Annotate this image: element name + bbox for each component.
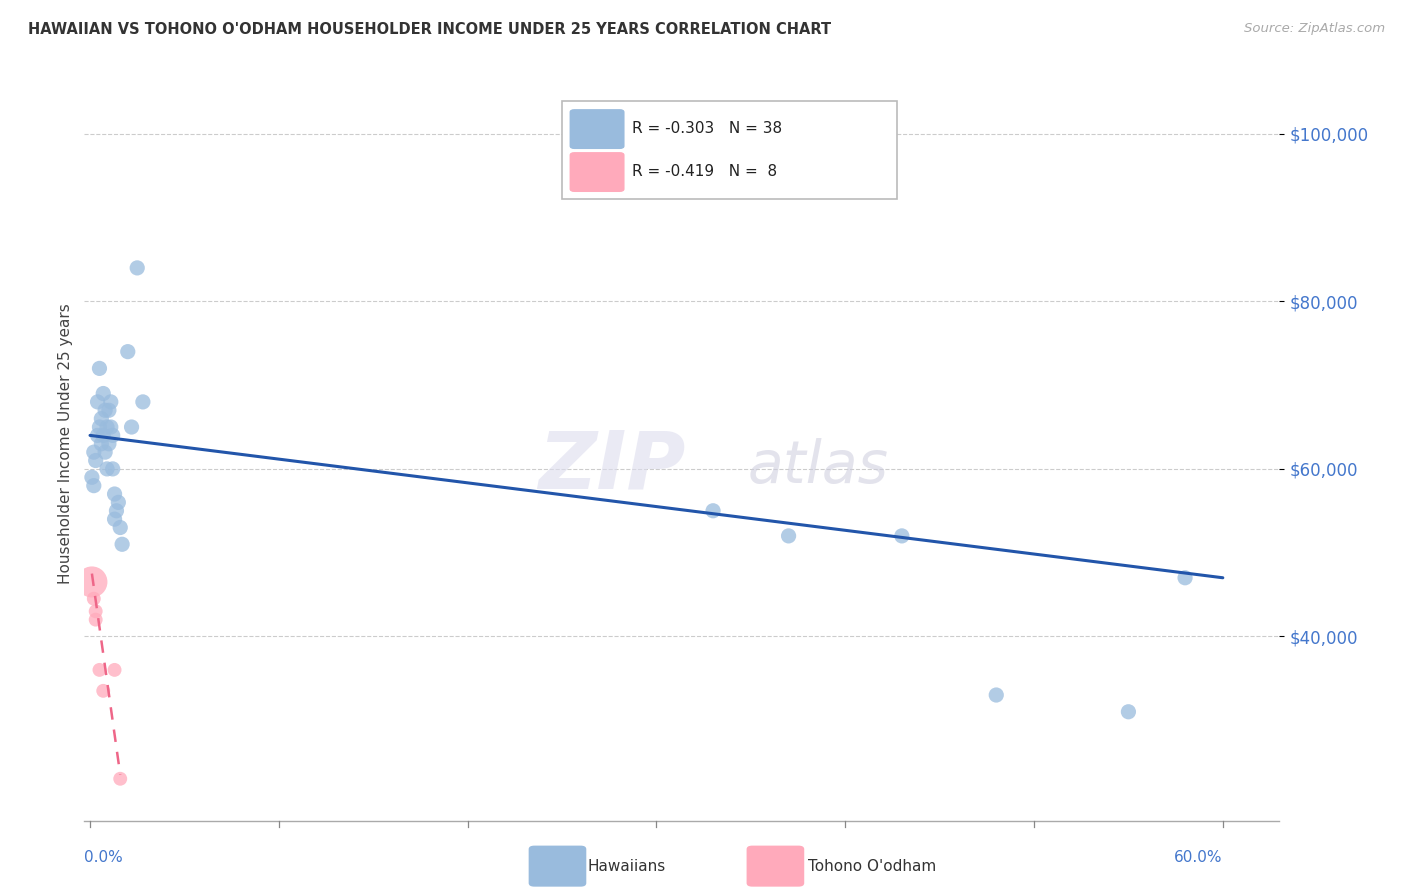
Point xyxy=(80,574,103,589)
Point xyxy=(1118,705,1140,719)
Point xyxy=(90,436,112,450)
Point xyxy=(117,344,139,359)
Point xyxy=(132,395,155,409)
Text: HAWAIIAN VS TOHONO O'ODHAM HOUSEHOLDER INCOME UNDER 25 YEARS CORRELATION CHART: HAWAIIAN VS TOHONO O'ODHAM HOUSEHOLDER I… xyxy=(28,22,831,37)
Text: R = -0.303   N = 38: R = -0.303 N = 38 xyxy=(631,121,782,136)
FancyBboxPatch shape xyxy=(569,152,624,192)
Point xyxy=(702,504,724,518)
Text: Source: ZipAtlas.com: Source: ZipAtlas.com xyxy=(1244,22,1385,36)
Point xyxy=(778,529,800,543)
Point xyxy=(121,420,143,434)
Text: 60.0%: 60.0% xyxy=(1174,850,1223,865)
Point xyxy=(105,504,128,518)
Point xyxy=(80,470,103,484)
Point xyxy=(91,386,114,401)
Point xyxy=(91,428,114,442)
Point xyxy=(94,403,117,417)
Point xyxy=(90,411,112,425)
Text: ZIP: ZIP xyxy=(538,427,686,506)
Point xyxy=(107,495,129,509)
FancyBboxPatch shape xyxy=(569,109,624,149)
Point xyxy=(101,462,124,476)
Point xyxy=(96,462,118,476)
Text: R = -0.419   N =  8: R = -0.419 N = 8 xyxy=(631,164,778,179)
Point xyxy=(97,436,120,450)
Point xyxy=(84,604,107,618)
Point xyxy=(986,688,1008,702)
Text: Tohono O'odham: Tohono O'odham xyxy=(808,859,936,873)
Point xyxy=(91,683,114,698)
Point xyxy=(110,520,132,534)
Point xyxy=(110,772,132,786)
Point xyxy=(103,512,125,526)
Point xyxy=(84,453,107,467)
Point xyxy=(101,428,124,442)
Point xyxy=(97,403,120,417)
Point xyxy=(103,663,125,677)
Text: atlas: atlas xyxy=(748,438,889,495)
FancyBboxPatch shape xyxy=(562,101,897,199)
Point xyxy=(96,420,118,434)
Point xyxy=(103,487,125,501)
Point xyxy=(100,420,122,434)
Point xyxy=(89,663,111,677)
Point xyxy=(83,478,105,492)
Point xyxy=(1174,571,1197,585)
Point xyxy=(86,428,108,442)
Point xyxy=(89,361,111,376)
Text: Hawaiians: Hawaiians xyxy=(588,859,666,873)
Point xyxy=(83,445,105,459)
Point xyxy=(111,537,134,551)
Point xyxy=(94,445,117,459)
Text: 0.0%: 0.0% xyxy=(84,850,124,865)
Point xyxy=(86,395,108,409)
Y-axis label: Householder Income Under 25 years: Householder Income Under 25 years xyxy=(58,303,73,584)
Point xyxy=(89,420,111,434)
Point xyxy=(83,591,105,606)
Point xyxy=(127,260,149,275)
Point xyxy=(890,529,912,543)
Point xyxy=(84,613,107,627)
Point xyxy=(100,395,122,409)
